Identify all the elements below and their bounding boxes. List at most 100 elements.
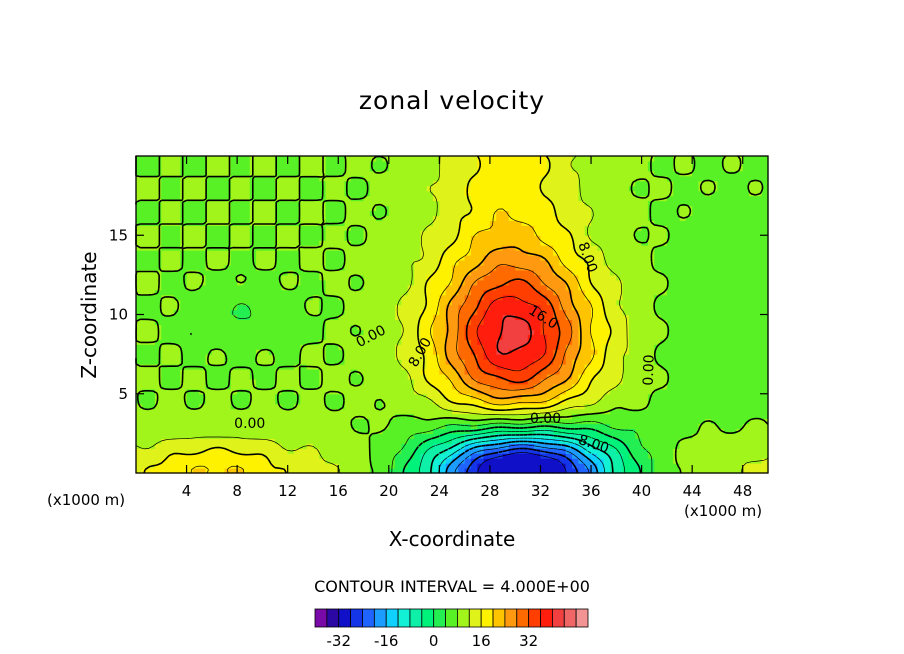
contour-cell xyxy=(477,235,485,241)
contour-cell xyxy=(369,378,377,385)
contour-cell xyxy=(546,314,554,321)
contour-cell xyxy=(553,210,561,217)
contour-cell xyxy=(572,448,579,454)
contour-cell xyxy=(597,423,605,430)
contour-cell xyxy=(433,250,440,256)
contour-cell xyxy=(420,463,428,469)
contour-cell xyxy=(344,309,352,316)
contour-cell xyxy=(452,156,459,162)
contour-cell xyxy=(553,269,561,276)
contour-cell xyxy=(243,334,251,340)
contour-cell xyxy=(319,398,327,405)
contour-cell xyxy=(540,156,548,162)
contour-cell xyxy=(161,304,169,311)
contour-cell xyxy=(452,388,459,395)
contour-cell xyxy=(331,255,339,261)
contour-cell xyxy=(521,468,529,474)
contour-cell xyxy=(230,195,238,202)
contour-cell xyxy=(275,383,282,390)
contour-cell xyxy=(369,235,377,241)
contour-cell xyxy=(148,398,156,405)
contour-cell xyxy=(597,359,605,365)
contour-cell xyxy=(616,354,624,360)
contour-cell xyxy=(414,378,421,385)
contour-cell xyxy=(508,156,516,162)
contour-cell xyxy=(275,428,282,434)
contour-cell xyxy=(527,165,535,172)
contour-cell xyxy=(452,284,459,291)
contour-cell xyxy=(572,294,579,301)
contour-cell xyxy=(591,344,598,350)
contour-cell xyxy=(420,260,428,266)
contour-cell xyxy=(142,250,150,256)
contour-cell xyxy=(489,403,497,410)
contour-cell xyxy=(218,180,226,187)
contour-cell xyxy=(534,418,542,425)
contour-cell xyxy=(376,225,384,231)
contour-cell xyxy=(483,260,491,266)
contour-cell xyxy=(407,329,415,335)
contour-cell xyxy=(167,403,175,410)
contour-cell xyxy=(344,359,352,365)
contour-cell xyxy=(186,284,194,291)
contour-cell xyxy=(218,443,226,449)
contour-cell xyxy=(382,344,390,350)
contour-cell xyxy=(458,160,466,167)
contour-cell xyxy=(224,378,232,385)
contour-cell xyxy=(275,403,282,410)
contour-cell xyxy=(395,438,403,444)
contour-cell xyxy=(578,175,586,182)
contour-cell xyxy=(306,448,314,454)
contour-cell xyxy=(211,344,219,350)
contour-cell xyxy=(136,314,143,321)
contour-cell xyxy=(350,438,358,444)
contour-cell xyxy=(477,190,485,197)
contour-cell xyxy=(477,210,485,217)
contour-cell xyxy=(363,388,371,395)
contour-cell xyxy=(578,165,586,172)
contour-cell xyxy=(338,269,346,276)
contour-cell xyxy=(388,329,396,335)
contour-cell xyxy=(186,413,194,420)
contour-cell xyxy=(616,235,624,241)
contour-cell xyxy=(325,156,333,162)
contour-cell xyxy=(199,225,207,231)
contour-cell xyxy=(597,388,605,395)
contour-cell xyxy=(565,408,573,415)
contour-cell xyxy=(256,453,263,459)
contour-cell xyxy=(388,428,396,434)
contour-cell xyxy=(452,453,459,459)
contour-cell xyxy=(325,215,333,221)
contour-cell xyxy=(211,364,219,370)
contour-cell xyxy=(496,294,504,301)
contour-cell xyxy=(452,220,459,226)
contour-cell xyxy=(591,408,598,415)
contour-cell xyxy=(464,373,472,380)
contour-cell xyxy=(148,453,156,459)
contour-cell xyxy=(616,334,624,340)
contour-cell xyxy=(357,269,365,276)
contour-cell xyxy=(218,190,226,197)
contour-cell xyxy=(426,354,434,360)
contour-cell xyxy=(357,225,365,231)
contour-cell xyxy=(211,418,219,425)
contour-cell xyxy=(426,284,434,291)
contour-cell xyxy=(502,250,510,256)
contour-cell xyxy=(192,453,200,459)
contour-cell xyxy=(553,200,561,207)
contour-cell xyxy=(142,448,150,454)
contour-cell xyxy=(439,190,447,197)
contour-cell xyxy=(357,309,365,316)
contour-cell xyxy=(382,408,390,415)
contour-cell xyxy=(344,423,352,430)
contour-cell xyxy=(192,428,200,434)
contour-cell xyxy=(470,245,478,251)
contour-cell xyxy=(331,309,339,316)
contour-cell xyxy=(192,255,200,261)
contour-cell xyxy=(262,165,270,172)
contour-cell xyxy=(275,274,282,281)
contour-cell xyxy=(382,448,390,454)
contour-cell xyxy=(192,210,200,217)
contour-cell xyxy=(237,368,245,375)
contour-cell xyxy=(458,230,466,236)
